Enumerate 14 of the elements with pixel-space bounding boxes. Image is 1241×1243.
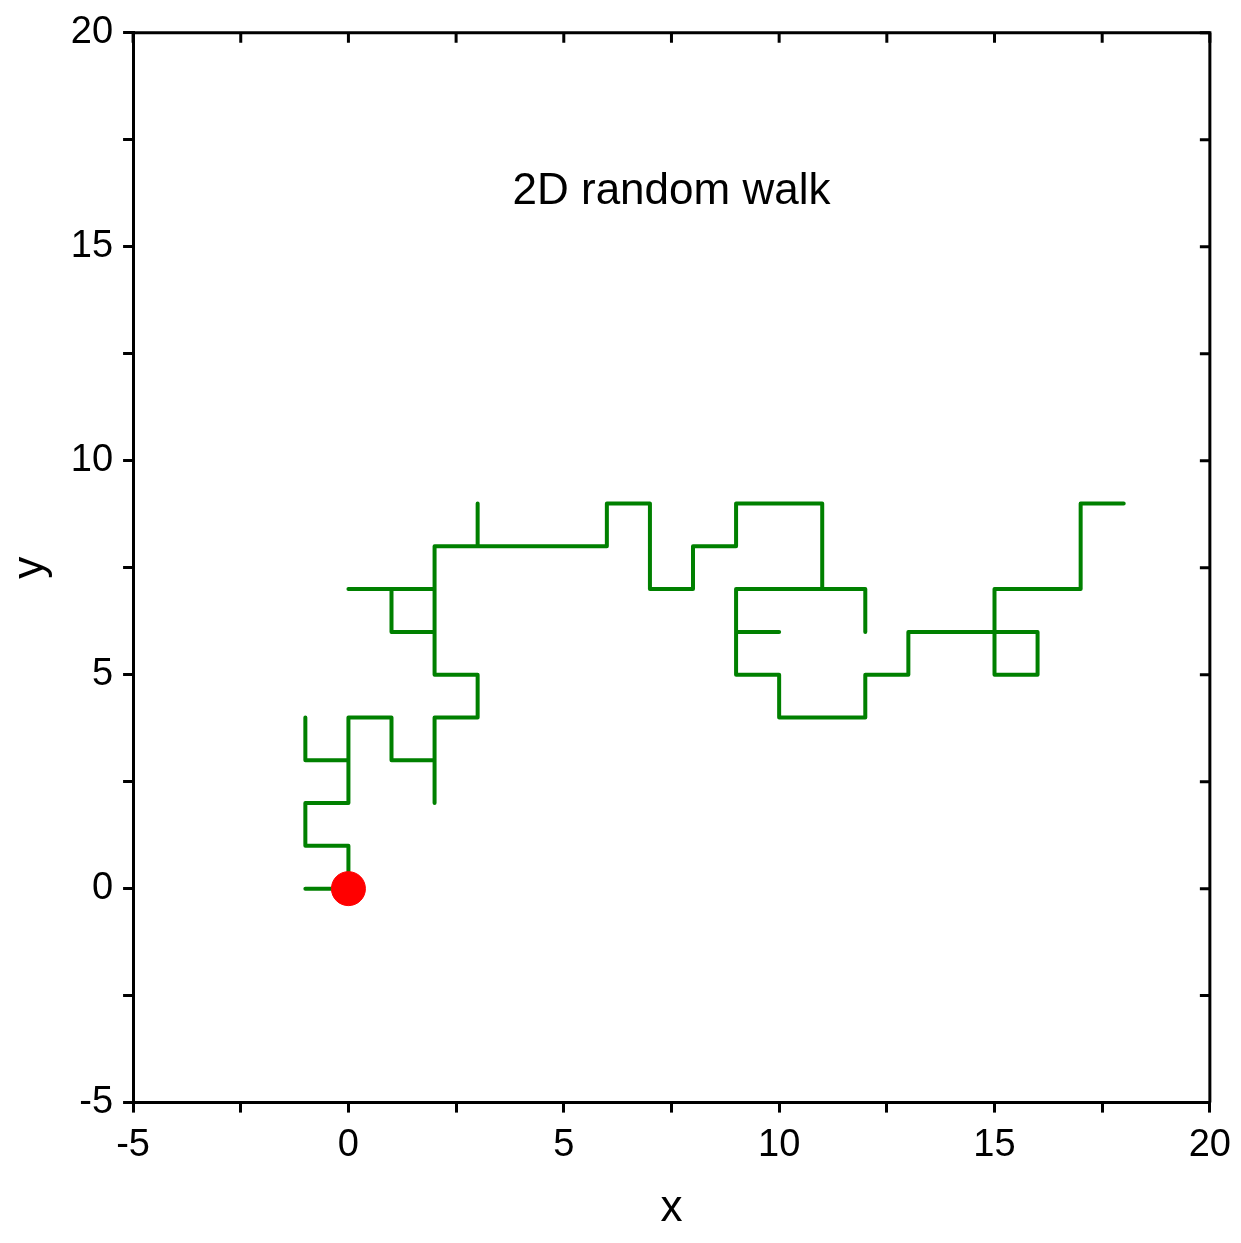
y-tick-label: -5 [79,1079,114,1122]
x-tick-label: 10 [758,1121,801,1164]
x-tick-label: 5 [553,1121,575,1164]
x-tick-label: 20 [1188,1121,1232,1164]
y-tick-label: 15 [70,223,114,266]
x-axis-title: x [660,1180,683,1230]
text: 2D random walk [512,164,832,214]
y-axis-title: y [2,556,52,579]
y-tick-label: 0 [91,865,114,908]
y-tick-label: 5 [91,651,114,694]
x-tick-label: 15 [973,1121,1016,1164]
y-tick-label: 10 [70,437,114,480]
x-tick-label: 0 [337,1121,359,1164]
y-tick-label: 20 [70,9,114,52]
